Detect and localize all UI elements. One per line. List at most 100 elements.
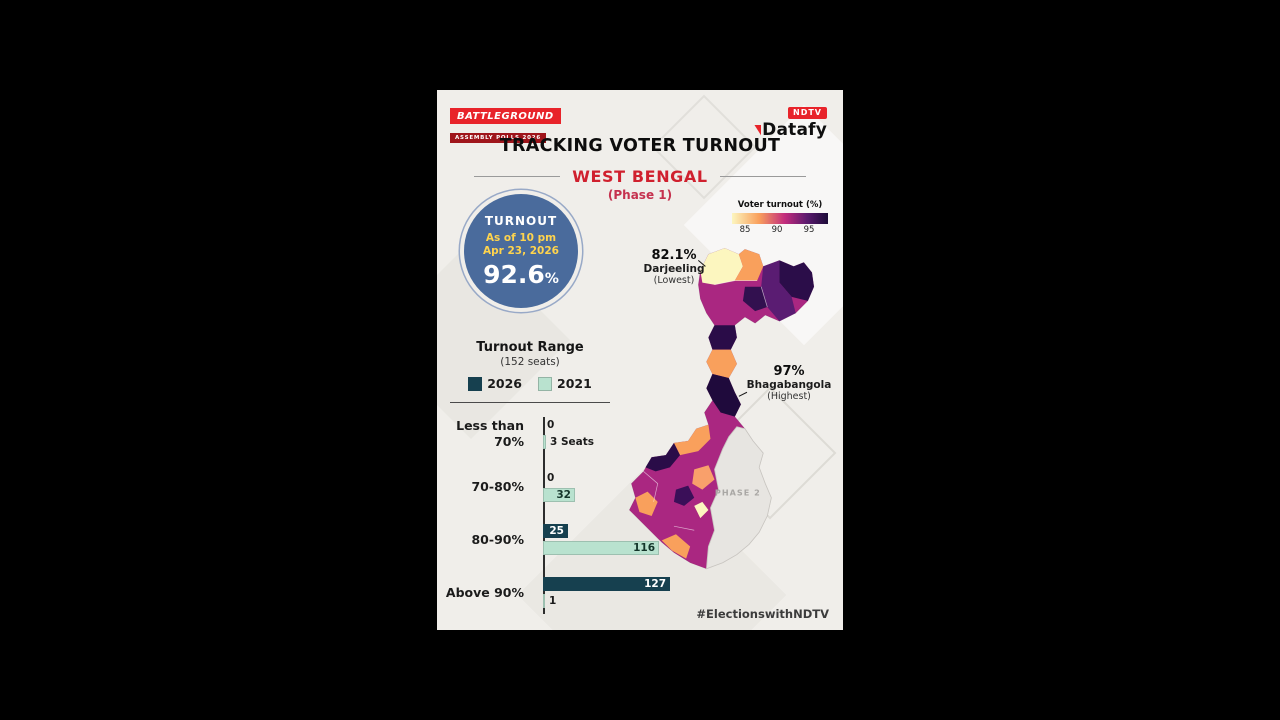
turnout-asof-line1: As of 10 pm	[485, 231, 557, 244]
chart-row: 80-90% 25 116	[437, 524, 843, 556]
district-boundary-line	[643, 471, 659, 502]
turnout-value: 92.6%	[483, 261, 559, 289]
turnout-value-percent: %	[544, 270, 559, 287]
lowest-turnout-annotation: 82.1% Darjeeling (Lowest)	[635, 248, 713, 286]
legend-swatch-2026	[468, 376, 483, 391]
battleground-logo: BATTLEGROUND ASSEMBLY POLLS 2026	[450, 104, 561, 143]
annotation-connector-lowest	[697, 259, 706, 267]
bar-row-2026: 127	[543, 577, 670, 592]
chart-row-bars: 127 1	[543, 577, 670, 609]
chart-category-label: Above 90%	[445, 584, 524, 600]
legend-item-2021: 2021	[538, 376, 592, 391]
highest-turnout-value: 97%	[773, 364, 805, 379]
chart-row: Above 90% 127 1	[437, 577, 843, 609]
lowest-turnout-note: (Lowest)	[653, 275, 695, 286]
bar-2021	[543, 594, 545, 609]
bar-value-label: 0	[547, 472, 555, 485]
legend-tick: 95	[803, 225, 815, 235]
highest-turnout-annotation: 97% Bhagabangola (Highest)	[734, 364, 843, 402]
bar-value-label: 127	[644, 578, 666, 591]
battleground-logo-title: BATTLEGROUND	[450, 108, 561, 124]
chart-category-label: 70-80%	[471, 478, 524, 494]
bar-2026: 25	[543, 524, 568, 539]
legend-label-2026: 2026	[487, 376, 522, 391]
datafy-accent-icon	[754, 124, 762, 136]
district-boundary-line	[760, 286, 768, 308]
chart-row-bars: 25 116	[543, 524, 659, 556]
bar-value-label: 116	[633, 542, 655, 555]
bar-row-2021: 116	[543, 541, 659, 556]
lowest-turnout-name: Darjeeling	[643, 263, 705, 275]
annotation-connector-highest	[738, 391, 748, 397]
ndtv-datafy-logo: NDTV Datafy	[754, 100, 827, 140]
chart-category-label: 80-90%	[471, 531, 524, 547]
district-patch	[761, 260, 796, 322]
turnout-badge: TURNOUT As of 10 pm Apr 23, 2026 92.6%	[464, 194, 578, 308]
district-patch	[673, 485, 695, 506]
range-chart-header: Turnout Range (152 seats)	[447, 340, 613, 368]
legend-tick: 90	[771, 225, 783, 235]
chart-rows: Less than 70% 0 3 Seats 70-80% 0 32 80-90% 25 11…	[437, 418, 843, 630]
district-patch	[692, 465, 715, 490]
page-title: TRACKING VOTER TURNOUT	[499, 136, 781, 156]
bar-row-2026: 0	[543, 471, 575, 485]
choropleth-gradient-bar	[732, 213, 828, 224]
bar-value-label: 0	[547, 419, 555, 432]
westbengal-map-svg: PHASE 2	[628, 247, 815, 570]
highest-turnout-name: Bhagabangola	[746, 379, 832, 391]
westbengal-map: PHASE 2	[609, 242, 817, 577]
district-patch	[742, 286, 768, 312]
bar-row-2026: 25	[543, 524, 659, 539]
legend-label-2021: 2021	[557, 376, 592, 391]
infographic-card: BATTLEGROUND ASSEMBLY POLLS 2026 NDTV Da…	[437, 90, 843, 630]
datafy-text: Datafy	[762, 120, 827, 140]
phase2-region	[705, 426, 772, 570]
bar-row-2026: 0	[543, 418, 594, 432]
bar-row-2021: 1	[543, 594, 670, 609]
bar-value-label: 1	[549, 595, 557, 608]
lowest-turnout-value: 82.1%	[651, 248, 697, 263]
district-boundary-line	[673, 525, 695, 531]
bar-2026: 127	[543, 577, 670, 592]
bar-value-label: 25	[549, 525, 564, 538]
district-patch	[645, 442, 681, 472]
district-patch	[706, 349, 737, 379]
phase2-label: PHASE 2	[715, 488, 761, 498]
hashtag: #ElectionswithNDTV	[696, 607, 829, 621]
chart-row-bars: 0 3 Seats	[543, 418, 594, 450]
bar-row-2021: 32	[543, 488, 575, 503]
district-patch	[635, 491, 658, 517]
bar-value-label: 32	[556, 489, 571, 502]
range-chart-title: Turnout Range	[476, 340, 584, 355]
bar-value-label: 3 Seats	[550, 436, 594, 449]
choropleth-legend-title: Voter turnout (%)	[737, 200, 823, 210]
district-patch	[734, 249, 764, 281]
legend-swatch-2021	[538, 376, 552, 391]
choropleth-legend: Voter turnout (%) 85 90 95	[732, 200, 828, 235]
turnout-range-chart: Less than 70% 0 3 Seats 70-80% 0 32 80-90% 25 11…	[437, 414, 843, 619]
district-patch	[673, 424, 711, 456]
district-patch	[708, 325, 737, 350]
turnout-badge-title: TURNOUT	[484, 213, 558, 228]
district-patch	[694, 501, 709, 519]
state-name: WEST BENGAL	[572, 167, 708, 186]
choropleth-legend-ticks: 85 90 95	[732, 224, 828, 235]
bar-row-2021: 3 Seats	[543, 435, 594, 450]
turnout-asof-line2: Apr 23, 2026	[483, 245, 559, 258]
district-patch-darjeeling	[700, 248, 743, 285]
chart-category-label: Less than 70%	[456, 418, 524, 449]
datafy-wordmark: Datafy	[754, 120, 827, 140]
chart-axis-line	[543, 417, 545, 614]
legend-underline	[450, 402, 610, 403]
district-boundary-line	[714, 280, 758, 286]
district-patch	[779, 260, 814, 301]
battleground-logo-subtitle: ASSEMBLY POLLS 2026	[450, 133, 546, 143]
turnout-value-number: 92.6	[483, 259, 545, 289]
bar-2021: 32	[543, 488, 575, 503]
ndtv-brand-mark: NDTV	[788, 106, 827, 119]
divider-line	[719, 176, 806, 177]
phase-label: (Phase 1)	[607, 188, 673, 202]
bar-2021: 116	[543, 541, 659, 556]
chart-row: Less than 70% 0 3 Seats	[437, 418, 843, 450]
range-chart-subtitle: (152 seats)	[500, 356, 560, 368]
